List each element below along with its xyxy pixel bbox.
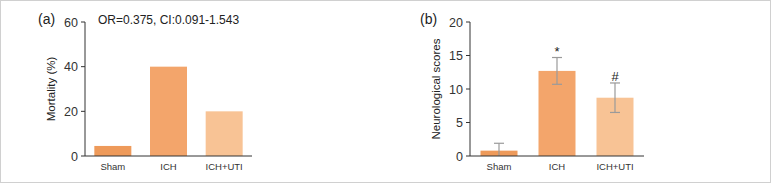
frame [1, 1, 771, 183]
x-tick-label: ICH [160, 161, 177, 172]
error-bar [610, 83, 620, 112]
error-cap [552, 84, 562, 85]
error-bar [552, 58, 562, 85]
y-tick-label: 0 [456, 150, 463, 164]
x-tick-label: ICH+UTI [206, 161, 243, 172]
x-axis [85, 156, 252, 157]
y-tick-label: 20 [64, 105, 78, 119]
x-tick-label: ICH+UTI [596, 161, 633, 172]
error-cap [610, 112, 620, 113]
y-tick [81, 156, 85, 157]
subtitle: OR=0.375, CI:0.091-1.543 [98, 13, 239, 27]
y-tick-label: 40 [64, 60, 78, 74]
bar [94, 146, 131, 156]
y-tick [466, 156, 470, 157]
y-tick-label: 0 [71, 150, 78, 164]
y-tick [81, 66, 85, 67]
bar [206, 111, 243, 156]
y-tick [81, 111, 85, 112]
error-line [498, 143, 499, 156]
chart-0: (a) OR=0.375, CI:0.091-1.543 Mortality (%)… [38, 11, 252, 172]
marks [481, 58, 634, 156]
panel-label: (a) [38, 11, 55, 27]
y-tick-label: 10 [449, 83, 463, 97]
y-tick [466, 89, 470, 90]
marks [94, 67, 242, 156]
x-tick-label: Sham [100, 161, 125, 172]
annotation: * [554, 44, 559, 59]
x-tick-label: ICH [549, 161, 566, 172]
x-axis [470, 156, 644, 157]
chart-1: (b) Neurological scores * #0 5 10 15 20 Sham ICH I… [420, 11, 644, 172]
y-tick [466, 122, 470, 123]
error-cap [494, 143, 504, 144]
panel-label: (b) [420, 11, 437, 27]
y-tick-label: 15 [449, 49, 463, 63]
y-label: Mortality (%) [45, 57, 57, 122]
bar [150, 67, 187, 156]
y-axis [85, 22, 86, 156]
y-tick [466, 22, 470, 23]
error-line [614, 83, 615, 112]
y-tick-label: 5 [456, 116, 463, 130]
error-line [556, 58, 557, 85]
y-tick [466, 55, 470, 56]
y-tick-label: 20 [449, 16, 463, 30]
y-tick [81, 22, 85, 23]
y-label: Neurological scores [430, 38, 442, 139]
x-tick-label: Sham [487, 161, 512, 172]
annotation: # [611, 69, 619, 84]
error-bar [494, 143, 504, 156]
y-tick-label: 60 [64, 16, 78, 30]
figure: (a) OR=0.375, CI:0.091-1.543 Mortality (%)… [0, 0, 771, 183]
